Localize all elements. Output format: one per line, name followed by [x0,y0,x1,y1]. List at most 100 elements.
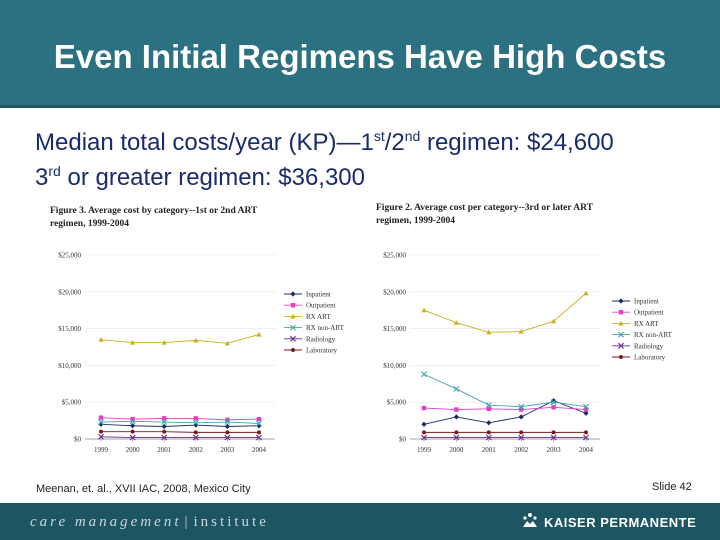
fig2-data-point [551,405,556,410]
fig2-data-point [421,307,427,313]
fig3-series-line [100,423,260,427]
summary-line-1: Median total costs/year (KP)—1st/2nd reg… [35,122,614,157]
fig2-legend-marker [619,355,623,359]
fig2-data-point [454,430,459,435]
summary-text: Median total costs/year (KP)—1st/2nd reg… [35,122,614,192]
fig2-legend-marker [618,320,624,326]
fig3-legend-marker [290,291,296,297]
fig2-x-tick-label: 2001 [482,446,497,454]
fig2-data-point [421,405,427,411]
fig3-data-point [224,419,231,426]
fig3-data-point [98,433,104,440]
fig3-data-point [225,430,230,435]
fig2-y-tick-label: $0 [399,436,407,444]
fig3-series-line [100,417,260,421]
fig2-series-laboratory [422,430,588,435]
fig2-data-point [422,430,426,435]
figure2-title-line2: regimen, 1999-2004 [376,216,455,226]
fig2-series-line [423,400,587,425]
fig3-y-tick-label: $10,000 [58,362,81,370]
fig3-series-laboratory [99,429,261,435]
kp-logo-icon [523,513,537,527]
fig2-y-tick-label: $20,000 [383,288,406,296]
fig2-series-line [423,373,587,408]
fig2-y-tick-label: $25,000 [383,252,406,260]
footer-cmi-part2: institute [193,514,269,530]
figure2-title-line1: Figure 2. Average cost per category--3rd… [376,203,593,213]
fig2-y-tick-label: $15,000 [383,325,406,333]
footer-cmi-part1: care management [30,514,182,530]
fig3-legend-marker [290,313,296,319]
fig3-x-tick-label: 2001 [157,446,172,454]
fig2-data-point [486,329,492,335]
fig2-data-point [583,407,589,412]
fig2-data-point [486,406,491,412]
fig3-data-point [256,416,262,422]
footer-logo-cmi: care management | institute [30,514,269,531]
fig3-series-rx-non-art [98,418,262,427]
fig3-series-rx-art [98,331,262,346]
fig3-data-point [193,416,198,421]
fig3-series-radiology [98,433,262,441]
title-divider [0,105,720,108]
fig3-x-tick-label: 2003 [220,446,235,454]
fig2-data-point [485,434,492,441]
fig2-data-point [519,430,524,435]
fig2-data-point [518,414,524,420]
fig2-x-tick-label: 2004 [579,446,594,454]
fig3-data-point [257,430,261,435]
fig3-series-line [100,420,260,424]
fig2-data-point [583,403,589,410]
fig3-data-point [129,434,136,441]
fig3-legend-label: Outpatient [306,302,336,310]
fig2-y-tick-label: $10,000 [383,362,406,370]
figure3-title-line2: regimen, 1999-2004 [50,219,129,229]
fig3-data-point [192,434,199,441]
fig3-data-point [98,415,104,420]
fig2-legend-label: Outpatient [634,309,664,317]
figure3-title: Figure 3. Average cost by category--1st … [50,205,257,231]
fig3-data-point [192,419,199,426]
fig2-legend-marker [618,331,624,338]
fig3-series-line [101,431,259,433]
fig2-legend: Inpatient Outpatient RX ART RX non-ART Radio… [612,298,673,362]
slide-number: Slide 42 [652,481,692,493]
fig2-series-rx-non-art [421,371,589,410]
fig2-data-point [453,320,459,325]
kp-logo-text: KAISER PERMANENTE [544,515,697,530]
fig2-data-point [453,385,460,392]
fig2-series-rx-art [421,290,589,335]
fig3-data-point [99,429,103,434]
line1-sup2: nd [404,128,421,144]
fig2-legend-marker [618,310,624,315]
fig3-series-outpatient [98,415,262,423]
fig3-x-tick-label: 2000 [126,446,141,454]
fig2-series-radiology [421,434,589,441]
fig3-series-line [100,436,259,438]
line2-pre: 3 [35,164,49,191]
fig2-legend-label: Radiology [634,342,664,350]
fig2-data-point [518,434,525,441]
fig3-legend-marker [290,335,296,342]
fig3-y-tick-label: $20,000 [58,288,81,296]
fig3-data-point [98,337,104,342]
footer-bar: care management | institute KAISER PERMANE… [0,503,720,540]
fig3-data-point [98,419,104,426]
fig2-data-point [486,430,491,435]
fig2-data-point [550,434,557,441]
fig2-y-tick-label: $5,000 [387,399,407,407]
fig3-data-point [129,418,136,425]
fig3-data-point [162,416,167,421]
citation: Meenan, et. al., XVII IAC, 2008, Mexico … [36,483,251,495]
fig2-x-tick-label: 2003 [547,446,562,454]
fig2-data-point [421,421,427,427]
fig2-legend-label: RX ART [634,320,659,328]
fig2-data-point [421,434,427,441]
fig3-data-point [256,331,262,337]
fig3-data-point [193,337,199,343]
fig2-data-point [583,290,589,296]
fig3-series-line [100,334,260,344]
fig2-data-point [518,328,524,334]
line1-sup1: st [373,128,385,144]
fig2-data-point [454,407,459,412]
